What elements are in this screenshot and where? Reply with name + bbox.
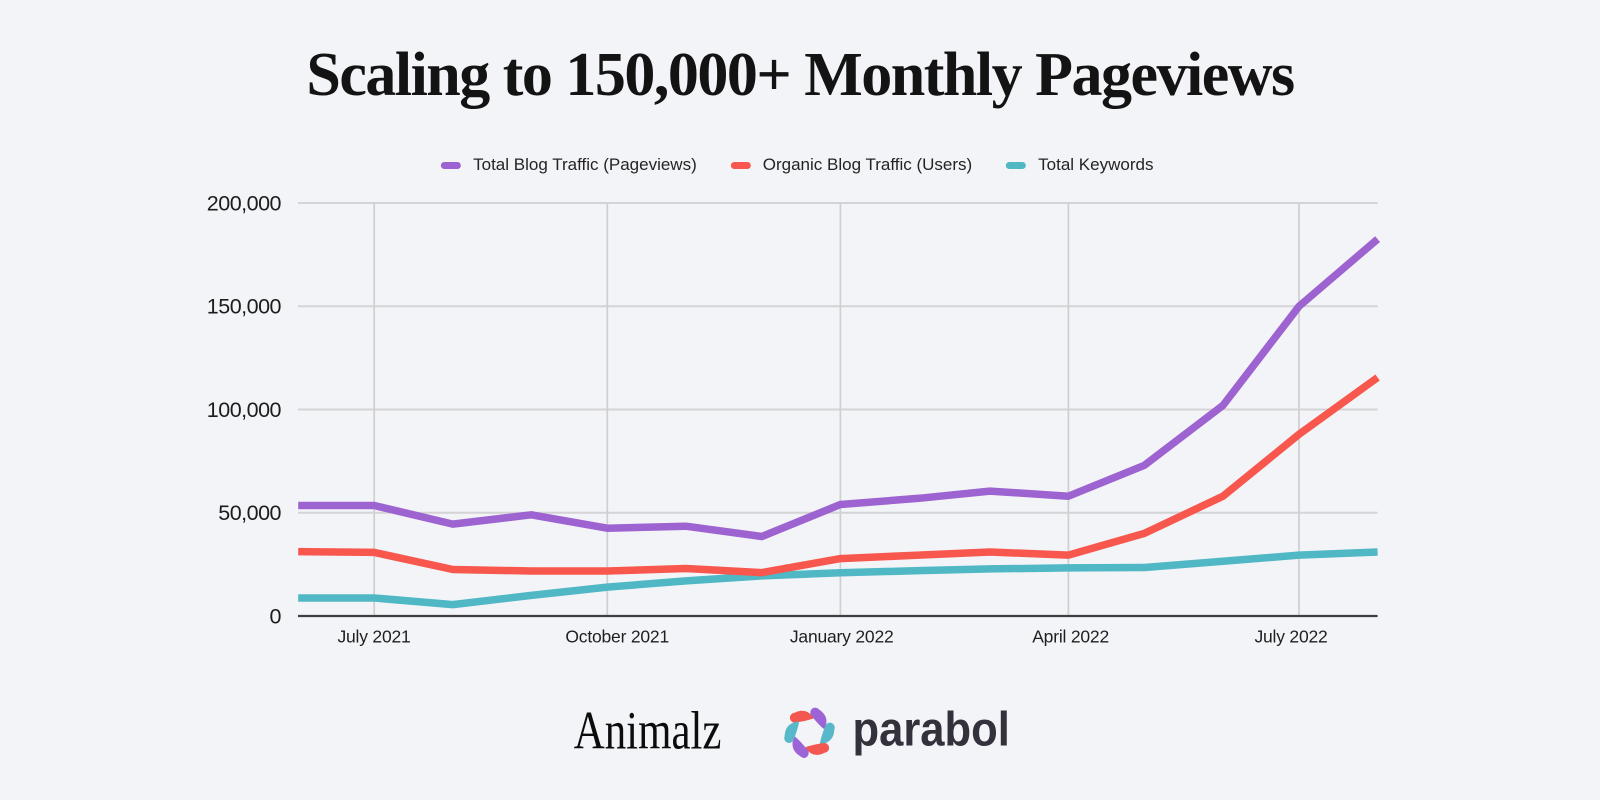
svg-text:150,000: 150,000 — [207, 295, 282, 319]
svg-text:0: 0 — [270, 605, 282, 629]
svg-text:July 2022: July 2022 — [1254, 627, 1327, 647]
svg-text:January 2022: January 2022 — [790, 627, 894, 647]
svg-text:50,000: 50,000 — [218, 501, 281, 525]
svg-text:parabol: parabol — [853, 704, 1010, 757]
svg-text:100,000: 100,000 — [207, 398, 282, 422]
svg-text:October 2021: October 2021 — [565, 627, 669, 647]
svg-text:April 2022: April 2022 — [1032, 627, 1109, 647]
svg-text:Animalz: Animalz — [574, 701, 722, 761]
svg-text:200,000: 200,000 — [207, 192, 282, 216]
svg-text:July 2021: July 2021 — [337, 627, 410, 647]
